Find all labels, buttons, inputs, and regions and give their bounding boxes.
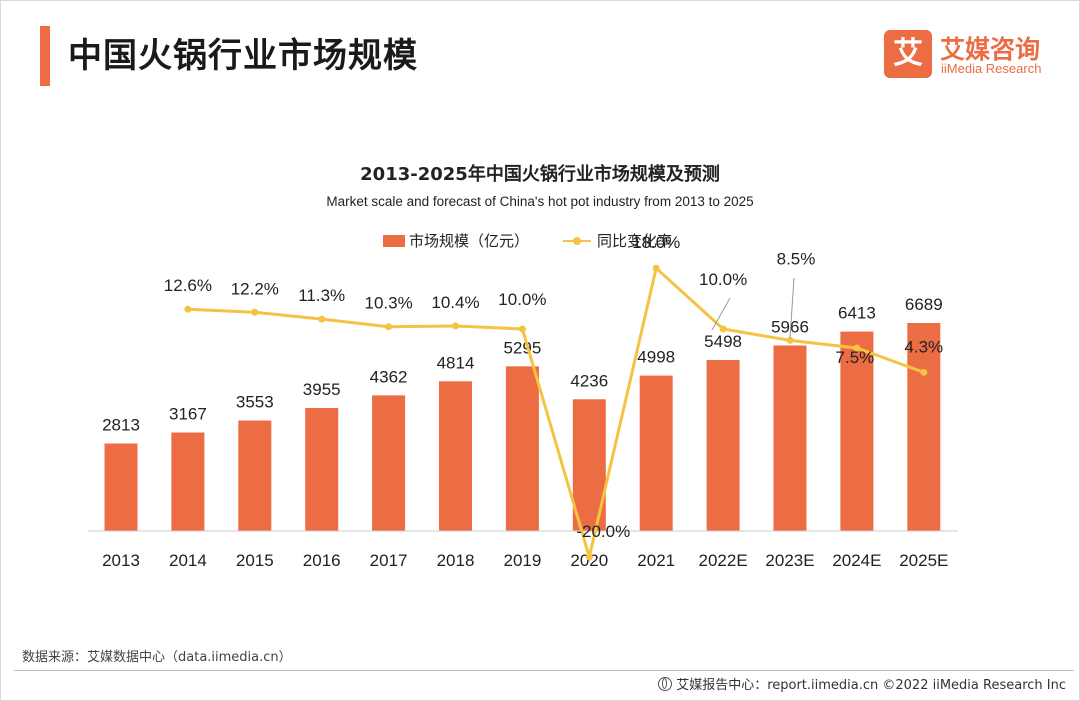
bar-data-label: 4236 (570, 371, 608, 390)
growth-rate-point (318, 315, 326, 323)
footer-credits: 艾媒报告中心：report.iimedia.cn ©2022 iiMedia R… (658, 674, 1066, 693)
bar-data-label: 5966 (771, 317, 809, 336)
footer-divider (14, 670, 1074, 671)
x-tick-label: 2016 (303, 551, 341, 570)
growth-rate-point (585, 553, 593, 561)
label-leader-line (711, 297, 731, 331)
growth-rate-point (853, 344, 861, 352)
legend-bar-label: 市场规模（亿元） (409, 232, 530, 250)
bar (171, 432, 205, 531)
bar-data-label: 3553 (236, 393, 274, 412)
page-title: 中国火锅行业市场规模 (68, 36, 418, 76)
chart-plot: 2813 2013 3167 2014 3553 2015 3955 2016 4362 2017… (88, 233, 958, 570)
title-accent-bar (40, 26, 50, 86)
bar-data-label: 4362 (370, 367, 408, 386)
bar (305, 408, 339, 531)
logo-icon: 艾 (884, 30, 932, 78)
legend-bar-swatch (383, 235, 405, 247)
bar (840, 331, 874, 531)
bar-data-label: 6689 (905, 295, 943, 314)
x-tick-label: 2014 (169, 551, 207, 570)
line-data-label: 7.5% (836, 348, 875, 367)
line-data-label: 12.2% (231, 279, 279, 298)
growth-rate-point (518, 325, 526, 333)
growth-rate-point (719, 325, 727, 333)
bar-data-label: 6413 (838, 304, 876, 323)
label-leader-line (789, 277, 795, 339)
legend-line-marker (573, 237, 581, 245)
x-tick-label: 2022E (699, 551, 748, 570)
bar (706, 360, 740, 531)
bar (773, 345, 807, 531)
bar (104, 443, 138, 531)
bar-data-label: 3955 (303, 380, 341, 399)
growth-rate-point (251, 308, 259, 316)
bar-data-label: 2813 (102, 416, 140, 435)
growth-rate-point (920, 368, 928, 376)
line-data-label: 18.0% (632, 233, 680, 252)
bar (639, 375, 673, 531)
footer-text: 艾媒报告中心：report.iimedia.cn ©2022 iiMedia R… (676, 678, 1066, 693)
line-data-label: -20.0% (576, 522, 630, 541)
x-tick-label: 2017 (370, 551, 408, 570)
x-tick-label: 2024E (832, 551, 881, 570)
line-data-label: 12.6% (164, 276, 212, 295)
logo-chinese-text: 艾媒咨询 (940, 35, 1041, 64)
x-tick-label: 2023E (765, 551, 814, 570)
line-data-label: 11.3% (298, 286, 345, 305)
growth-rate-point (786, 336, 794, 344)
data-source: 数据来源：艾媒数据中心（data.iimedia.cn） (22, 650, 292, 665)
bar-data-label: 3167 (169, 405, 207, 424)
growth-rate-line (187, 265, 925, 563)
chart-subtitle: Market scale and forecast of China's hot… (326, 194, 754, 209)
globe-icon (658, 677, 673, 691)
growth-rate-point (652, 264, 660, 272)
x-tick-label: 2019 (503, 551, 541, 570)
bar-data-label: 4814 (437, 353, 475, 372)
growth-rate-point (184, 305, 192, 313)
x-tick-label: 2025E (899, 551, 948, 570)
line-data-label: 10.0% (699, 270, 747, 289)
logo-english-text: iiMedia Research (941, 61, 1042, 76)
x-tick-label: 2021 (637, 551, 675, 570)
bar (372, 395, 406, 531)
bar-data-label: 5498 (704, 332, 742, 351)
line-data-label: 10.0% (498, 290, 546, 309)
line-data-label: 10.4% (431, 293, 479, 312)
x-tick-label: 2013 (102, 551, 140, 570)
growth-rate-point (452, 322, 459, 330)
bar (439, 381, 472, 531)
line-data-label: 8.5% (777, 249, 816, 268)
x-tick-label: 2018 (437, 551, 475, 570)
x-tick-label: 2015 (236, 551, 274, 570)
bar (505, 366, 539, 531)
legend-line-label: 同比变化率 (597, 232, 673, 250)
bar-data-label: 4998 (637, 348, 675, 367)
growth-rate-point (385, 323, 393, 331)
chart-title: 2013-2025年中国火锅行业市场规模及预测 (360, 164, 720, 185)
bar-data-label: 5295 (503, 338, 541, 357)
bar (238, 420, 272, 531)
line-data-label: 4.3% (904, 337, 943, 356)
line-data-label: 10.3% (364, 294, 412, 313)
brand-logo: 艾 艾媒咨询 iiMedia Research (884, 30, 1064, 80)
bar (907, 323, 941, 531)
